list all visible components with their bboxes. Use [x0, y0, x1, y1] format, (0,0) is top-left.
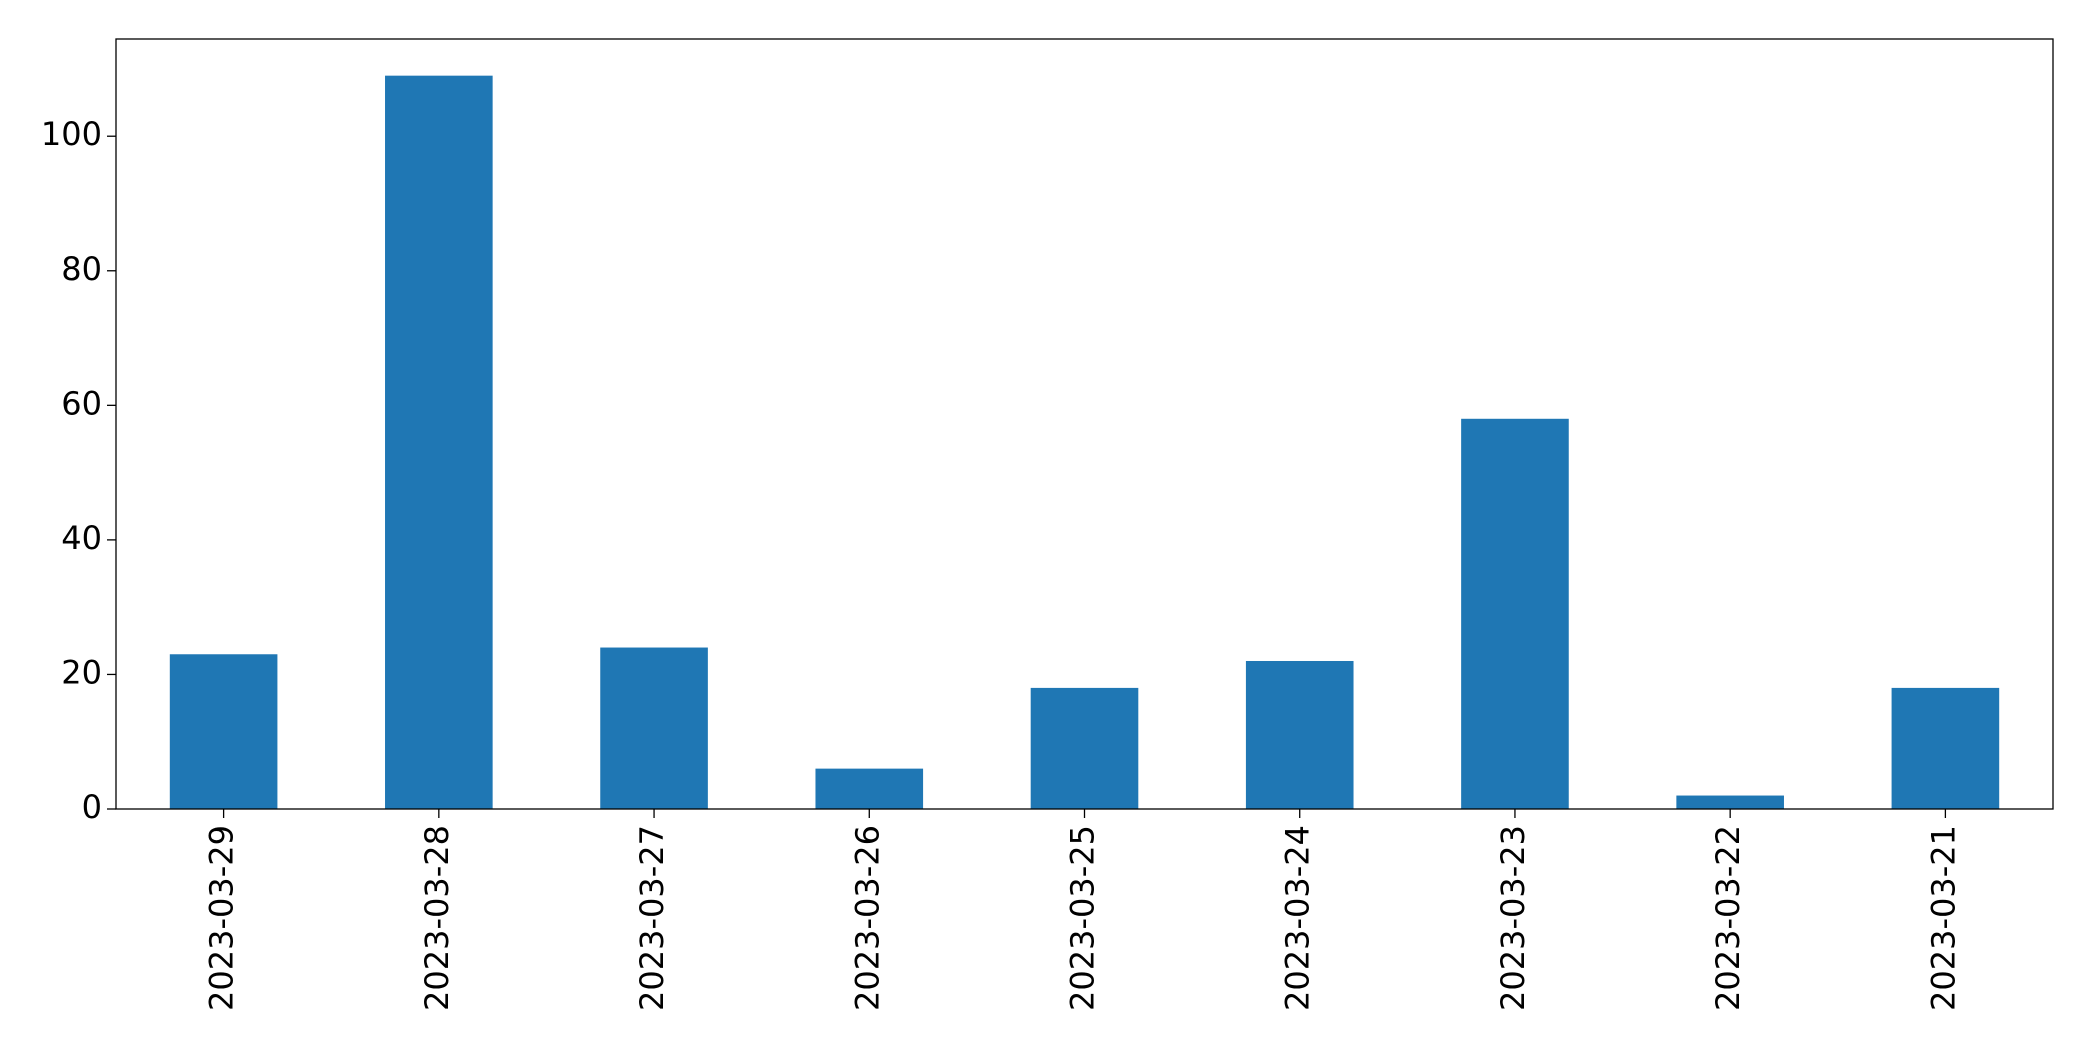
x-tick-label: 2023-03-23 — [1494, 825, 1532, 1011]
plot-frame — [115, 38, 2054, 810]
x-tick-label: 2023-03-25 — [1064, 825, 1102, 1011]
bar — [385, 75, 493, 809]
y-tick-label: 40 — [61, 519, 102, 557]
x-tick-label: 2023-03-21 — [1924, 825, 1962, 1011]
x-tick-label: 2023-03-29 — [203, 825, 241, 1011]
x-tick-label: 2023-03-28 — [418, 825, 456, 1011]
bar — [1676, 795, 1784, 809]
bar — [1891, 687, 2000, 809]
x-tick-label: 2023-03-27 — [633, 825, 671, 1011]
y-tick-label: 100 — [41, 115, 102, 153]
bar — [1030, 687, 1139, 809]
bar — [815, 768, 924, 809]
x-tick-label: 2023-03-26 — [848, 825, 886, 1011]
bar — [1461, 418, 1569, 809]
x-tick-label: 2023-03-22 — [1709, 825, 1747, 1011]
y-tick-label: 20 — [61, 653, 102, 691]
y-tick-label: 60 — [61, 384, 102, 422]
y-tick-label: 80 — [61, 250, 102, 288]
bar — [169, 654, 278, 809]
bar — [600, 647, 708, 809]
x-tick-label: 2023-03-24 — [1279, 825, 1317, 1011]
bar — [1245, 660, 1354, 809]
y-tick-label: 0 — [82, 788, 102, 826]
